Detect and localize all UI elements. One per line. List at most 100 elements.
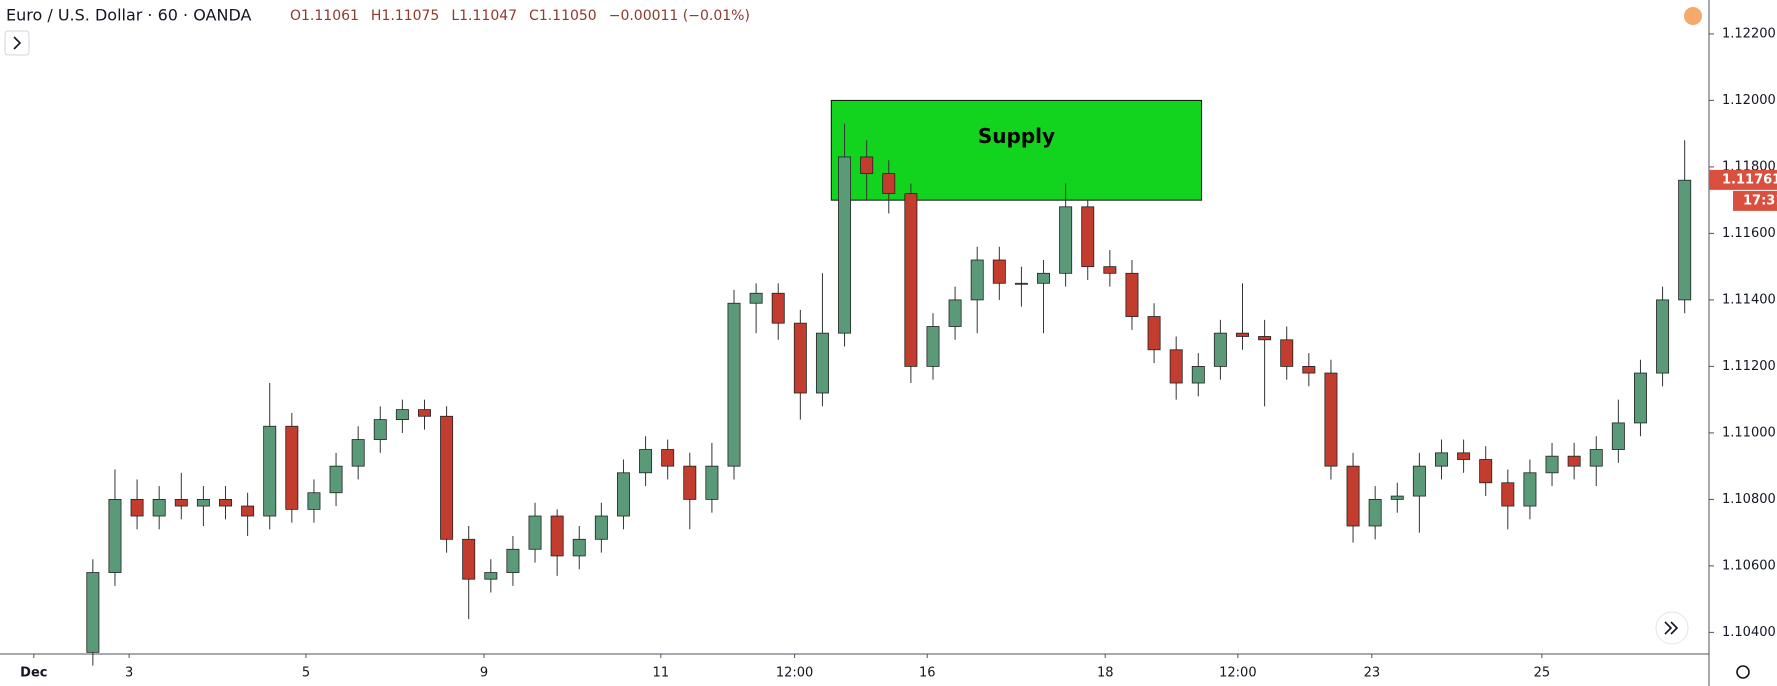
candle-body	[174, 498, 188, 507]
candle-body	[241, 505, 255, 517]
candle-body	[550, 515, 564, 557]
candle-body	[1479, 459, 1493, 484]
candle-body	[219, 498, 232, 507]
y-tick-label: 1.11000	[1722, 425, 1776, 440]
ohlc-value: L1.11047	[451, 8, 517, 24]
candle-body	[130, 498, 144, 517]
candle-body	[1169, 349, 1183, 384]
gear-icon[interactable]	[1736, 665, 1750, 679]
candle-body	[1191, 365, 1205, 384]
candle-body	[1213, 332, 1227, 367]
candle-body	[771, 292, 785, 324]
ohlc-value: O1.11061	[290, 8, 359, 24]
candle-body	[86, 572, 100, 653]
x-tick-label: 25	[1534, 666, 1551, 681]
candle-body	[904, 193, 918, 367]
candle-body	[1103, 266, 1117, 274]
candle-body	[285, 425, 299, 510]
candle-body	[639, 449, 653, 474]
zone-label: Supply	[978, 124, 1055, 148]
candle-body	[926, 326, 940, 367]
y-tick-label: 1.11200	[1722, 359, 1776, 374]
candle-body	[1280, 339, 1294, 367]
candle-body	[1523, 472, 1537, 507]
candle-body	[992, 259, 1006, 284]
candle-body	[1501, 482, 1515, 507]
candle-body	[528, 515, 542, 550]
candle-body	[727, 302, 741, 467]
candle-body	[1346, 465, 1360, 527]
countdown-label: 17:31	[1743, 193, 1777, 208]
candle-body	[970, 259, 984, 301]
countdown-box	[1733, 190, 1777, 211]
candle-body	[1567, 455, 1581, 467]
x-tick-label: 9	[480, 666, 488, 681]
candle-body	[506, 548, 520, 573]
scroll-to-realtime-button[interactable]	[1655, 611, 1689, 645]
x-tick-label: 5	[302, 666, 310, 681]
candle-body	[418, 409, 431, 417]
candle-body	[152, 498, 166, 517]
candle-body	[616, 472, 630, 517]
candle-body	[263, 425, 277, 517]
x-tick-label: Dec	[20, 666, 47, 681]
settings-button[interactable]	[1736, 665, 1750, 679]
x-tick-label: 18	[1097, 666, 1114, 681]
candle-body	[395, 409, 409, 420]
candle-body	[1236, 332, 1249, 337]
candle-body	[1412, 465, 1426, 497]
ohlc-value: C1.11050	[529, 8, 597, 24]
candle-body	[1390, 495, 1404, 500]
candle-body	[1324, 372, 1338, 467]
x-tick-label: 12:00	[1219, 666, 1256, 681]
x-tick-label: 16	[919, 666, 936, 681]
button-frame[interactable]	[4, 30, 30, 56]
candle-body	[705, 465, 719, 500]
candle-body	[307, 492, 321, 510]
candle-body	[1678, 179, 1692, 301]
candle-body	[1589, 449, 1603, 467]
y-tick-label: 1.10600	[1722, 558, 1776, 573]
candle-body	[749, 292, 763, 304]
x-tick-label: 11	[653, 666, 670, 681]
last-price-label: 1.11761	[1722, 172, 1777, 187]
y-tick-label: 1.12200	[1722, 26, 1776, 41]
candle-body	[462, 538, 476, 580]
candle-body	[1081, 206, 1095, 268]
candle-body	[196, 498, 210, 507]
candle-body	[882, 173, 896, 194]
candle-body	[484, 572, 498, 580]
x-tick-label: 23	[1364, 666, 1381, 681]
candle-body	[1125, 272, 1139, 317]
ohlc-value: −0.00011 (−0.01%)	[609, 8, 750, 24]
candle-body	[1656, 299, 1670, 374]
candle-body	[351, 439, 365, 467]
candle-body	[1059, 206, 1073, 274]
candle-body	[1037, 272, 1051, 284]
last-price-box	[1709, 169, 1777, 190]
alert-indicator[interactable]	[1684, 7, 1702, 25]
y-tick-label: 1.11600	[1722, 226, 1776, 241]
collapse-button[interactable]	[4, 30, 30, 56]
candle-body	[1258, 336, 1272, 341]
candle-body	[440, 415, 454, 540]
candle-body	[1014, 282, 1028, 285]
candle-body	[594, 515, 608, 540]
plot-area	[86, 99, 1692, 666]
y-tick-label: 1.12000	[1722, 93, 1776, 108]
chevron-icon	[13, 36, 22, 50]
candle-body	[661, 449, 675, 467]
candle-body	[1633, 372, 1647, 424]
ohlc-value: H1.11075	[371, 8, 439, 24]
candle-body	[1457, 452, 1471, 460]
symbol-title: Euro / U.S. Dollar · 60 · OANDA	[6, 6, 251, 25]
candle-body	[373, 419, 387, 440]
candle-body	[1368, 498, 1382, 527]
candle-body	[108, 498, 122, 573]
y-tick-label: 1.10400	[1722, 625, 1776, 640]
candle-body	[1435, 452, 1448, 467]
candle-body	[572, 538, 586, 557]
ohlc-header: O1.11061 H1.11075 L1.11047 C1.11050 −0.00011…	[290, 8, 750, 24]
candle-body	[683, 465, 697, 500]
